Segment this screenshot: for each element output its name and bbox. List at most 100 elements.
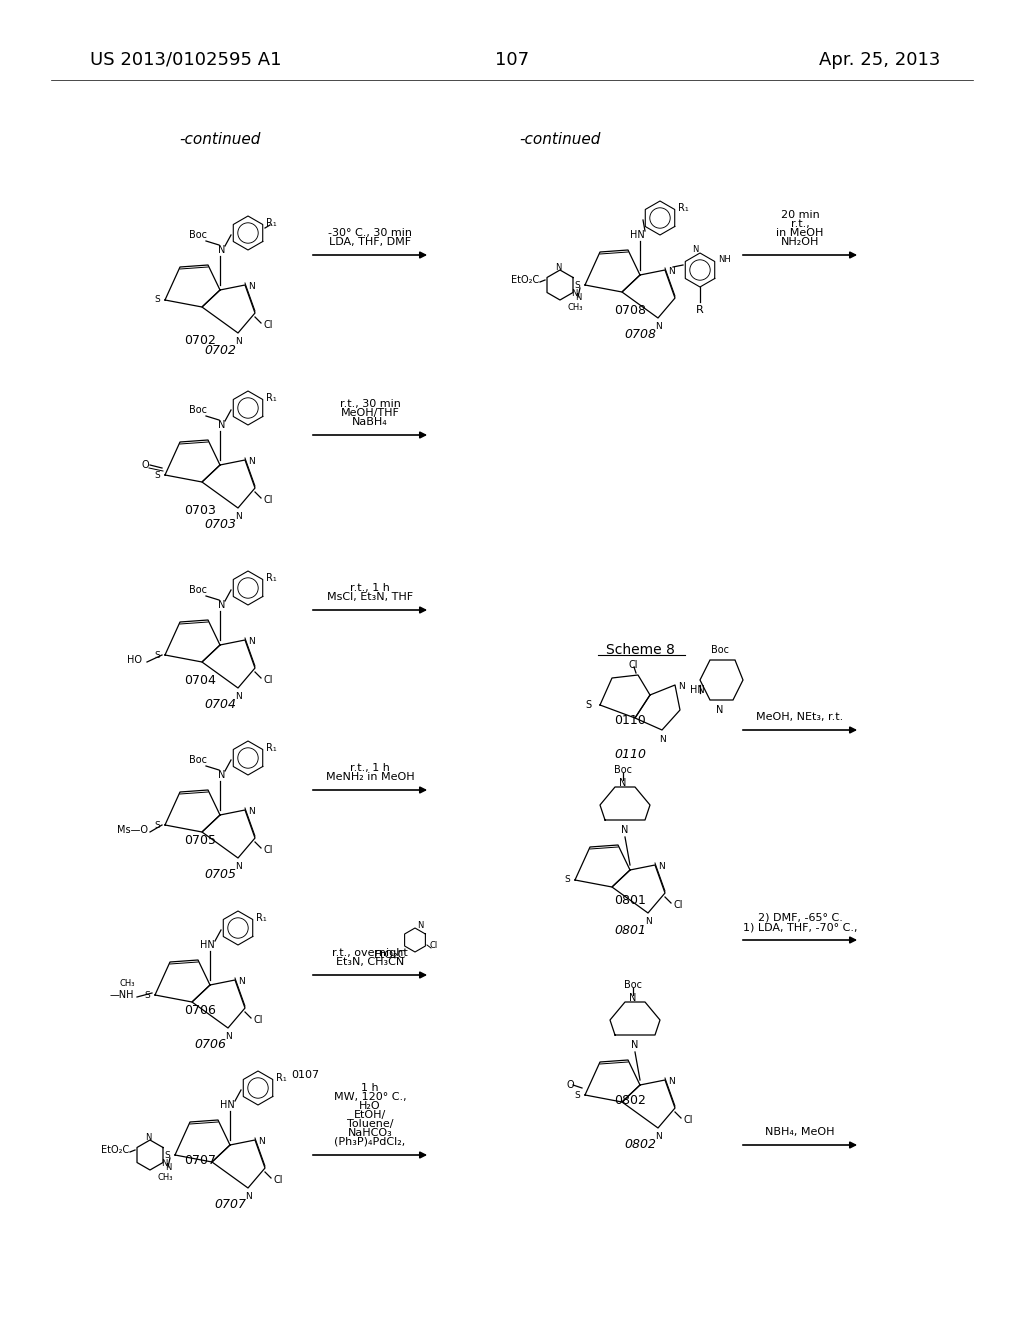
- Text: EtO₂C: EtO₂C: [101, 1144, 129, 1155]
- Text: N: N: [224, 1032, 231, 1041]
- Text: MeOH/THF: MeOH/THF: [341, 408, 399, 418]
- Text: 0704: 0704: [184, 673, 216, 686]
- Text: Cl: Cl: [263, 495, 272, 506]
- Text: Cl: Cl: [263, 845, 272, 855]
- Text: S: S: [144, 990, 150, 999]
- Text: Cl: Cl: [263, 675, 272, 685]
- Text: EtOH/: EtOH/: [354, 1110, 386, 1119]
- Text: HO: HO: [128, 655, 142, 665]
- Text: US 2013/0102595 A1: US 2013/0102595 A1: [90, 51, 282, 69]
- Text: Boc: Boc: [624, 979, 642, 990]
- Text: (Ph₃P)₄PdCl₂,: (Ph₃P)₄PdCl₂,: [335, 1137, 406, 1147]
- Text: N: N: [654, 322, 662, 331]
- Text: R₁: R₁: [256, 913, 266, 923]
- Text: 0801: 0801: [614, 894, 646, 907]
- Text: 0802: 0802: [624, 1138, 656, 1151]
- Text: -continued: -continued: [519, 132, 601, 148]
- Text: N: N: [692, 246, 698, 255]
- Text: R₁: R₁: [266, 393, 276, 403]
- Text: N: N: [574, 293, 582, 301]
- Text: r.t., 1 h: r.t., 1 h: [350, 763, 390, 774]
- Text: N: N: [717, 705, 724, 715]
- Text: 0708: 0708: [614, 304, 646, 317]
- Text: N: N: [658, 862, 665, 871]
- Text: r.t.,: r.t.,: [791, 219, 809, 228]
- Text: N: N: [248, 638, 255, 645]
- Text: N: N: [658, 735, 666, 744]
- Text: Boc: Boc: [614, 766, 632, 775]
- Text: 0707: 0707: [214, 1199, 246, 1212]
- Text: 0706: 0706: [194, 1039, 226, 1052]
- Text: N: N: [161, 1159, 167, 1167]
- Text: HN: HN: [219, 1100, 234, 1110]
- Text: 0702: 0702: [184, 334, 216, 346]
- Text: N: N: [218, 601, 225, 610]
- Text: Et₃N, CH₃CN: Et₃N, CH₃CN: [336, 957, 404, 968]
- Text: NH: NH: [718, 256, 731, 264]
- Text: N: N: [570, 289, 578, 297]
- Text: N: N: [417, 920, 423, 929]
- Text: EtO₂C: EtO₂C: [374, 950, 407, 960]
- Text: N: N: [668, 267, 675, 276]
- Text: Cl: Cl: [673, 900, 683, 909]
- Text: N: N: [258, 1137, 265, 1146]
- Text: Scheme 8: Scheme 8: [605, 643, 675, 657]
- Text: S: S: [564, 875, 570, 884]
- Text: MW, 120° C.,: MW, 120° C.,: [334, 1092, 407, 1102]
- Text: CH₃: CH₃: [158, 1172, 173, 1181]
- Text: N: N: [668, 1077, 675, 1086]
- Text: N: N: [218, 770, 225, 780]
- Text: 0703: 0703: [204, 519, 236, 532]
- Text: N: N: [622, 825, 629, 836]
- Text: S: S: [155, 296, 160, 305]
- Text: Ms—O: Ms—O: [117, 825, 147, 836]
- Text: NaHCO₃: NaHCO₃: [347, 1129, 392, 1138]
- Text: Apr. 25, 2013: Apr. 25, 2013: [818, 51, 940, 69]
- Text: Boc: Boc: [189, 230, 207, 240]
- Text: N: N: [678, 682, 685, 690]
- Text: —NH: —NH: [110, 990, 134, 1001]
- Text: HN: HN: [630, 230, 644, 240]
- Text: N: N: [218, 246, 225, 255]
- Text: Boc: Boc: [189, 585, 207, 595]
- Text: S: S: [155, 821, 160, 829]
- Text: N: N: [238, 977, 245, 986]
- Text: 0708: 0708: [624, 329, 656, 342]
- Text: O: O: [566, 1080, 573, 1090]
- Text: N: N: [620, 777, 627, 788]
- Text: N: N: [630, 993, 637, 1003]
- Text: S: S: [574, 281, 580, 289]
- Text: r.t., overnight: r.t., overnight: [332, 948, 408, 958]
- Text: r.t., 30 min: r.t., 30 min: [340, 399, 400, 409]
- Text: S: S: [586, 700, 592, 710]
- Text: N: N: [218, 420, 225, 430]
- Text: 0110: 0110: [614, 748, 646, 762]
- Text: -30° C., 30 min: -30° C., 30 min: [328, 228, 412, 238]
- Text: S: S: [155, 651, 160, 660]
- Text: Cl: Cl: [683, 1115, 692, 1125]
- Text: 0704: 0704: [204, 698, 236, 711]
- Text: Boc: Boc: [189, 755, 207, 766]
- Text: Boc: Boc: [711, 645, 729, 655]
- Text: N: N: [654, 1133, 662, 1140]
- Text: N: N: [234, 692, 242, 701]
- Text: CH₃: CH₃: [119, 978, 135, 987]
- Text: N: N: [234, 862, 242, 871]
- Text: N: N: [248, 807, 255, 816]
- Text: Toluene/: Toluene/: [347, 1119, 393, 1129]
- Text: -continued: -continued: [179, 132, 261, 148]
- Text: Cl: Cl: [430, 941, 438, 950]
- Text: H₂O: H₂O: [359, 1101, 381, 1111]
- Text: CH₃: CH₃: [567, 302, 583, 312]
- Text: R₁: R₁: [678, 203, 689, 213]
- Text: 0703: 0703: [184, 503, 216, 516]
- Text: MeNH₂ in MeOH: MeNH₂ in MeOH: [326, 772, 415, 781]
- Text: LDA, THF, DMF: LDA, THF, DMF: [329, 238, 411, 247]
- Text: N: N: [144, 1133, 152, 1142]
- Text: R₁: R₁: [266, 743, 276, 752]
- Text: N: N: [245, 1192, 251, 1201]
- Text: S: S: [155, 470, 160, 479]
- Text: N: N: [248, 457, 255, 466]
- Text: Boc: Boc: [189, 405, 207, 414]
- Text: 0802: 0802: [614, 1093, 646, 1106]
